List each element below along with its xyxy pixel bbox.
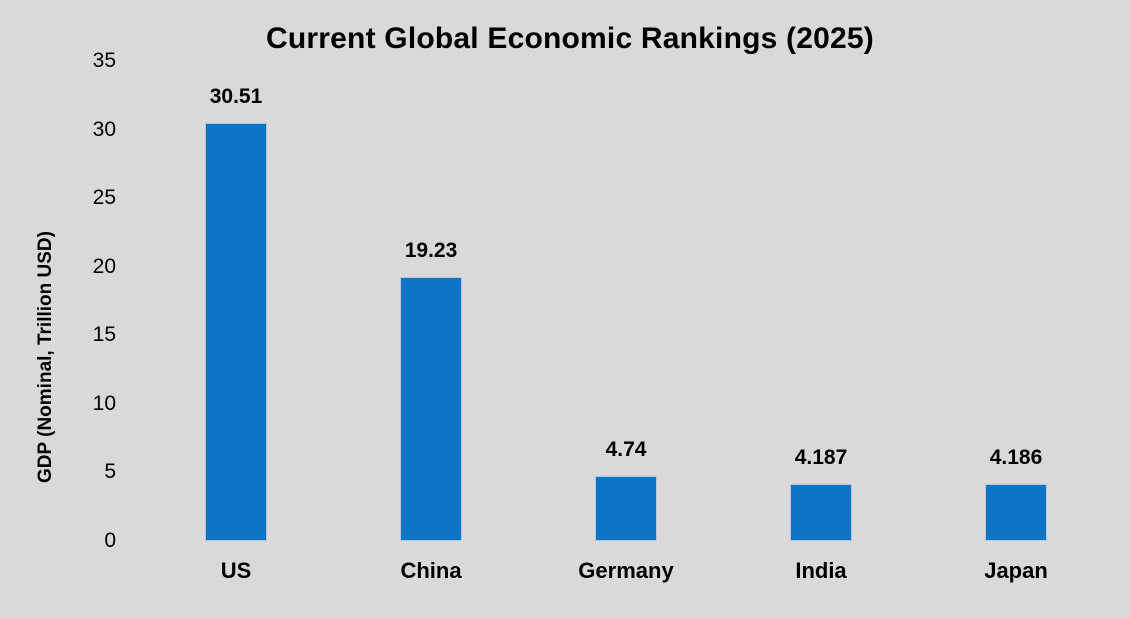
bar-value-label: 4.187 <box>794 445 848 469</box>
y-tick-label: 30 <box>92 117 116 141</box>
bar-japan <box>985 483 1047 541</box>
category-label-germany: Germany <box>578 558 674 583</box>
y-tick-label: 0 <box>104 529 116 552</box>
y-tick-label: 10 <box>92 391 116 415</box>
y-tick-label: 20 <box>92 254 116 278</box>
bar-value-label: 4.74 <box>605 437 647 461</box>
bar-value-label: 19.23 <box>404 239 458 263</box>
bar-china <box>400 277 462 541</box>
category-label-china: China <box>400 558 462 583</box>
bar-india <box>790 483 852 541</box>
category-label-us: US <box>220 558 252 583</box>
bar-value-label: 4.186 <box>989 445 1043 469</box>
chart-title: Current Global Economic Rankings (2025) <box>266 22 874 55</box>
y-tick-label: 35 <box>92 49 116 72</box>
y-tick-label: 5 <box>104 460 116 484</box>
bar-us <box>205 122 267 541</box>
y-tick-label: 15 <box>92 323 116 347</box>
bar-germany <box>595 475 657 541</box>
category-label-japan: Japan <box>984 558 1048 583</box>
bar-value-label: 30.51 <box>209 84 263 108</box>
category-label-india: India <box>795 558 847 583</box>
y-tick-label: 25 <box>92 186 116 210</box>
